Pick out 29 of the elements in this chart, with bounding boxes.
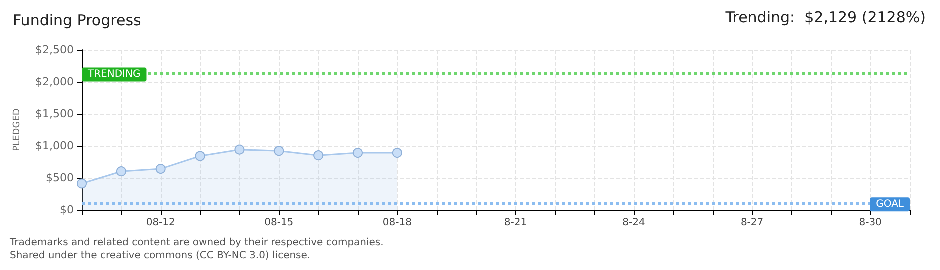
- point: [116, 166, 126, 177]
- ref-line-label: TRENDING: [87, 69, 141, 80]
- point: [353, 148, 363, 158]
- y-tick-label: $1,000: [36, 140, 74, 152]
- text: Shared under the creative commons (CC BY-NC 3.0) license.: [10, 250, 311, 262]
- text: Trending: $2,129 (2128%): [724, 8, 926, 26]
- point: [156, 164, 166, 174]
- x-tick-label: 8-24: [622, 218, 646, 228]
- point: [314, 150, 324, 161]
- y-tick-label: $2,000: [36, 76, 74, 88]
- x-tick-label: 8-30: [859, 218, 882, 228]
- y-tick-label: $0: [60, 204, 74, 216]
- x-tick-label: 08-12: [146, 218, 176, 228]
- point: [195, 151, 206, 162]
- chart-title: Funding Progress: [13, 12, 142, 30]
- ref-line-label: GOAL: [876, 199, 904, 210]
- point: [77, 178, 87, 189]
- point: [392, 148, 402, 158]
- y-tick-label: $1,500: [36, 108, 74, 120]
- text: Trademarks and related content are owned by their respective companies.: [9, 238, 384, 248]
- point: [274, 146, 284, 156]
- x-tick-label: 8-27: [740, 218, 764, 228]
- x-tick-label: 08-18: [382, 218, 412, 228]
- y-tick-label: $2,500: [36, 44, 74, 56]
- y-tick-label: $500: [46, 172, 74, 184]
- x-tick-label: 8-21: [504, 218, 528, 228]
- x-tick-label: 08-15: [264, 218, 294, 228]
- point: [234, 144, 245, 155]
- y-axis-title: PLEDGED: [12, 108, 22, 152]
